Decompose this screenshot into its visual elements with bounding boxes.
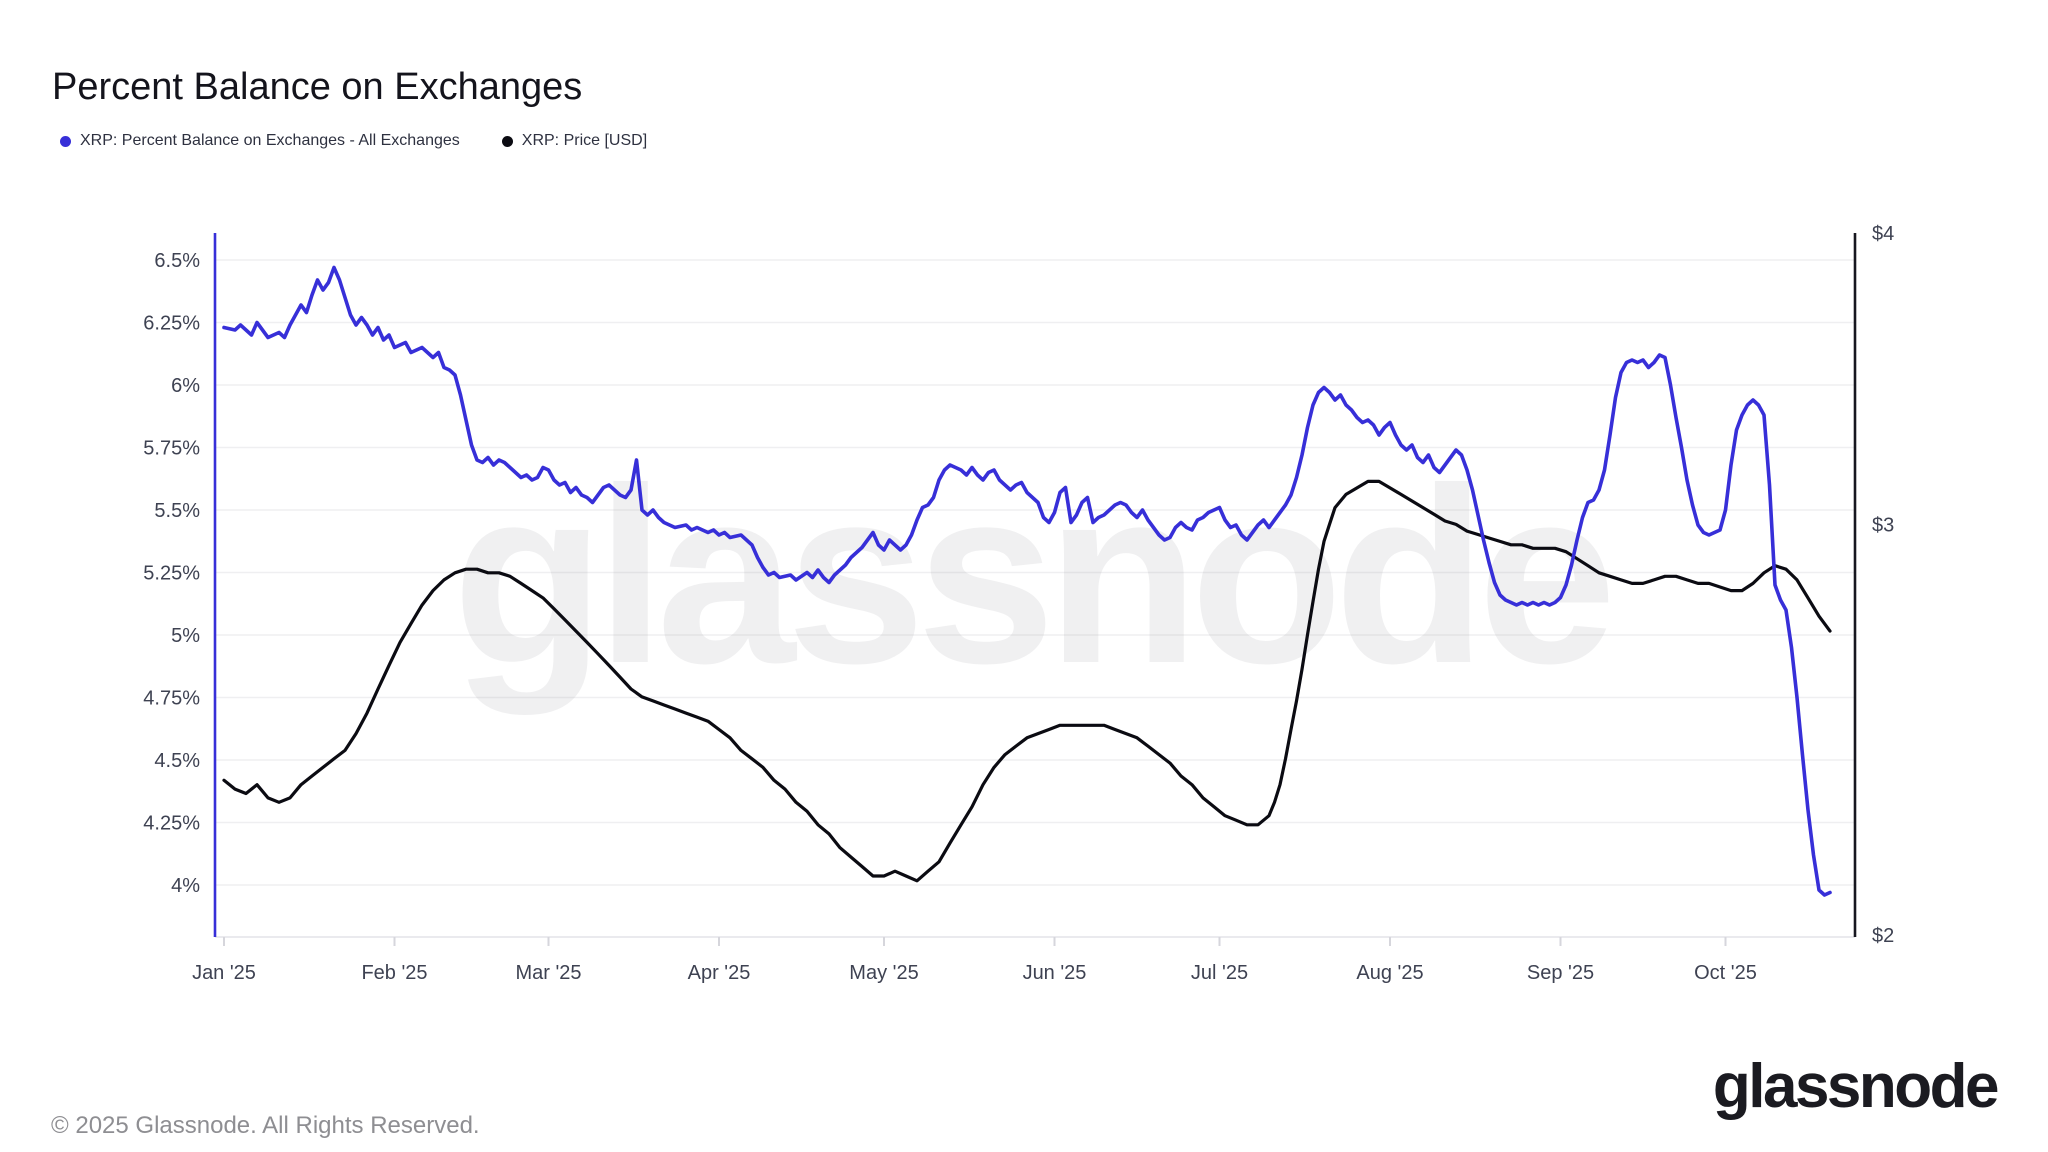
series-price [222,479,1832,883]
left-axis-label: 4.5% [154,750,200,772]
left-axis-label: 5% [171,625,200,647]
legend-item-0[interactable]: XRP: Percent Balance on Exchanges - All … [60,132,460,150]
left-axis-label: 4% [171,875,200,897]
x-tick-label: Oct '25 [1694,962,1757,984]
legend-dot-icon [501,135,513,147]
left-axis-label: 6% [171,375,200,397]
series-percent-balance [222,265,1832,897]
x-tick-label: Aug '25 [1356,962,1423,984]
left-axis-label: 6.25% [143,313,200,335]
x-tick-label: Feb '25 [361,962,427,984]
left-axis-label: 6.5% [154,250,200,272]
x-tick-label: Mar '25 [515,962,581,984]
page-title: Percent Balance on Exchanges [52,66,583,108]
legend-item-1[interactable]: XRP: Price [USD] [501,132,648,150]
glassnode-watermark: glassnode [452,436,1608,715]
x-tick-label: May '25 [849,962,918,984]
legend: XRP: Percent Balance on Exchanges - All … [60,130,647,152]
right-axis-label: $3 [1872,514,1894,536]
right-axis-label: $2 [1872,925,1894,947]
left-axis-label: 5.75% [143,438,200,460]
legend-label: XRP: Percent Balance on Exchanges - All … [80,132,460,149]
x-tick-label: Jul '25 [1191,962,1248,984]
left-axis-label: 4.25% [143,813,200,835]
x-tick-label: Jun '25 [1023,962,1087,984]
legend-label: XRP: Price [USD] [521,132,648,149]
legend-dot-icon [60,135,71,147]
left-axis-label: 4.75% [143,688,200,710]
glassnode-logo: glassnode [1712,1052,2000,1121]
x-tick-label: Apr '25 [688,962,751,984]
copyright-text: © 2025 Glassnode. All Rights Reserved. [51,1112,480,1139]
left-axis-label: 5.25% [143,563,200,585]
left-axis-label: 5.5% [154,500,200,522]
right-axis-label: $4 [1872,223,1894,245]
x-tick-label: Jan '25 [192,962,256,984]
x-tick-label: Sep '25 [1527,962,1594,984]
